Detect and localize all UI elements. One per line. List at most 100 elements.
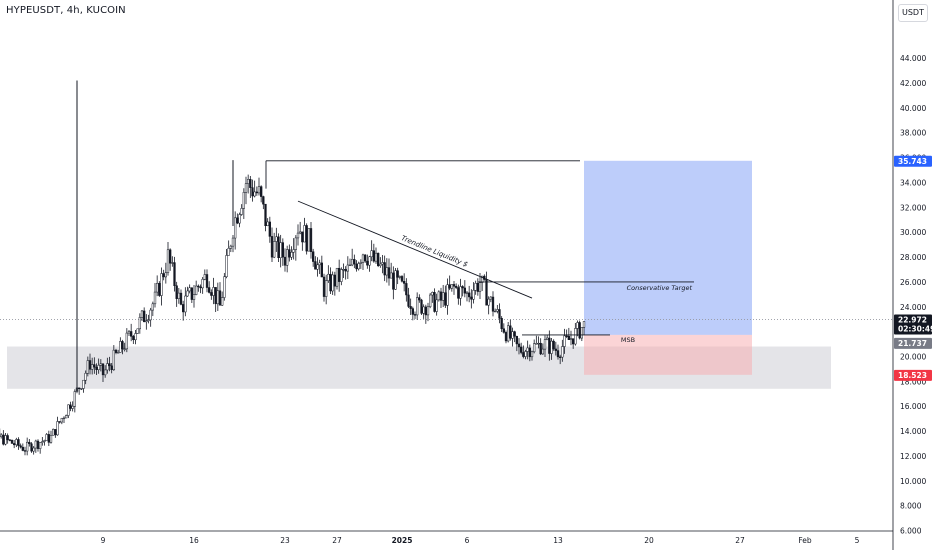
bull-candle	[99, 363, 102, 366]
bull-candle	[97, 365, 100, 370]
bull-candle	[422, 306, 425, 314]
bear-candle	[528, 347, 531, 358]
bear-candle	[93, 364, 96, 368]
bull-candle	[221, 297, 224, 306]
bull-candle	[370, 250, 373, 258]
candles-group	[0, 174, 586, 456]
bull-candle	[127, 331, 131, 334]
bull-candle	[164, 272, 167, 278]
bull-candle	[153, 291, 157, 305]
bull-candle	[136, 328, 139, 334]
y-tick-label: 8.000	[900, 502, 922, 511]
bear-candle	[197, 285, 200, 288]
current-price-tag: 02:30:49	[898, 325, 932, 334]
bull-candle	[379, 263, 382, 266]
y-tick-label: 40.000	[900, 104, 926, 113]
x-tick-label: Feb	[798, 536, 812, 545]
bull-candle	[429, 294, 432, 308]
bear-candle	[205, 274, 209, 288]
bull-candle	[39, 442, 42, 449]
bear-candle	[491, 296, 495, 312]
bear-candle	[500, 318, 503, 329]
bear-candle	[377, 252, 380, 266]
bear-candle	[173, 262, 176, 286]
bull-candle	[171, 262, 174, 264]
bull-candle	[303, 225, 306, 243]
bull-candle	[537, 342, 540, 345]
bear-candle	[403, 281, 406, 284]
bear-candle	[21, 446, 24, 451]
bull-candle	[331, 274, 334, 292]
stop-price-tag-bg	[894, 369, 932, 381]
bull-candle	[273, 241, 276, 258]
bull-candle	[65, 415, 68, 419]
bear-candle	[461, 286, 464, 289]
bull-candle	[91, 364, 94, 370]
bear-candle	[405, 283, 408, 296]
bull-candle	[327, 273, 330, 281]
bear-candle	[19, 445, 22, 448]
bear-candle	[143, 310, 146, 323]
x-tick-label: 23	[280, 536, 290, 545]
bear-candle	[6, 435, 9, 441]
bull-candle	[530, 351, 534, 358]
bear-candle	[515, 335, 518, 345]
bull-candle	[481, 275, 484, 283]
bear-candle	[301, 231, 304, 243]
bull-candle	[253, 191, 256, 197]
take-profit-tag: 35.743	[898, 157, 927, 166]
bear-candle	[578, 322, 581, 339]
bear-candle	[30, 443, 33, 452]
bear-candle	[108, 363, 111, 367]
bear-candle	[262, 196, 265, 205]
bull-candle	[151, 303, 154, 311]
bear-candle	[572, 338, 575, 345]
bear-candle	[502, 328, 505, 333]
trendline-label: Trendline Liquidity $	[400, 234, 469, 269]
y-tick-label: 30.000	[900, 228, 926, 237]
bull-candle	[119, 341, 122, 353]
bear-candle	[400, 276, 404, 282]
bear-candle	[214, 287, 217, 305]
bull-candle	[138, 317, 141, 330]
bear-candle	[288, 249, 291, 258]
bear-candle	[517, 343, 521, 348]
bear-candle	[132, 336, 135, 341]
currency-button[interactable]: USDT	[898, 4, 928, 22]
bull-candle	[195, 285, 198, 295]
bull-candle	[149, 309, 152, 321]
bear-candle	[468, 292, 471, 298]
bull-candle	[0, 434, 3, 437]
bull-candle	[80, 388, 83, 390]
bear-candle	[251, 187, 254, 197]
bull-candle	[342, 269, 345, 271]
bull-candle	[52, 429, 55, 436]
bull-candle	[43, 440, 46, 442]
stop-price-tag: 18.523	[898, 371, 927, 380]
x-tick-label: 20	[644, 536, 654, 545]
chart-title: HYPEUSDT, 4h, KUCOIN	[6, 5, 126, 16]
bear-candle	[457, 287, 460, 299]
bear-candle	[420, 299, 423, 314]
x-tick-label: 27	[735, 536, 745, 545]
x-tick-label: 6	[465, 536, 470, 545]
bear-candle	[28, 441, 31, 445]
bear-candle	[424, 306, 427, 316]
bull-candle	[140, 310, 144, 318]
bull-candle	[4, 435, 7, 445]
bear-candle	[101, 363, 105, 376]
bear-candle	[364, 254, 367, 262]
bear-candle	[565, 335, 568, 337]
bull-candle	[459, 286, 462, 299]
bull-candle	[507, 325, 510, 342]
bull-candle	[26, 441, 29, 452]
bull-candle	[32, 447, 35, 452]
y-tick-label: 44.000	[900, 54, 926, 63]
y-tick-label: 16.000	[900, 402, 926, 411]
y-tick-label: 42.000	[900, 79, 926, 88]
bull-candle	[184, 295, 187, 313]
take-profit-tag-bg	[894, 155, 932, 167]
bull-candle	[186, 290, 189, 297]
bull-candle	[398, 276, 401, 278]
